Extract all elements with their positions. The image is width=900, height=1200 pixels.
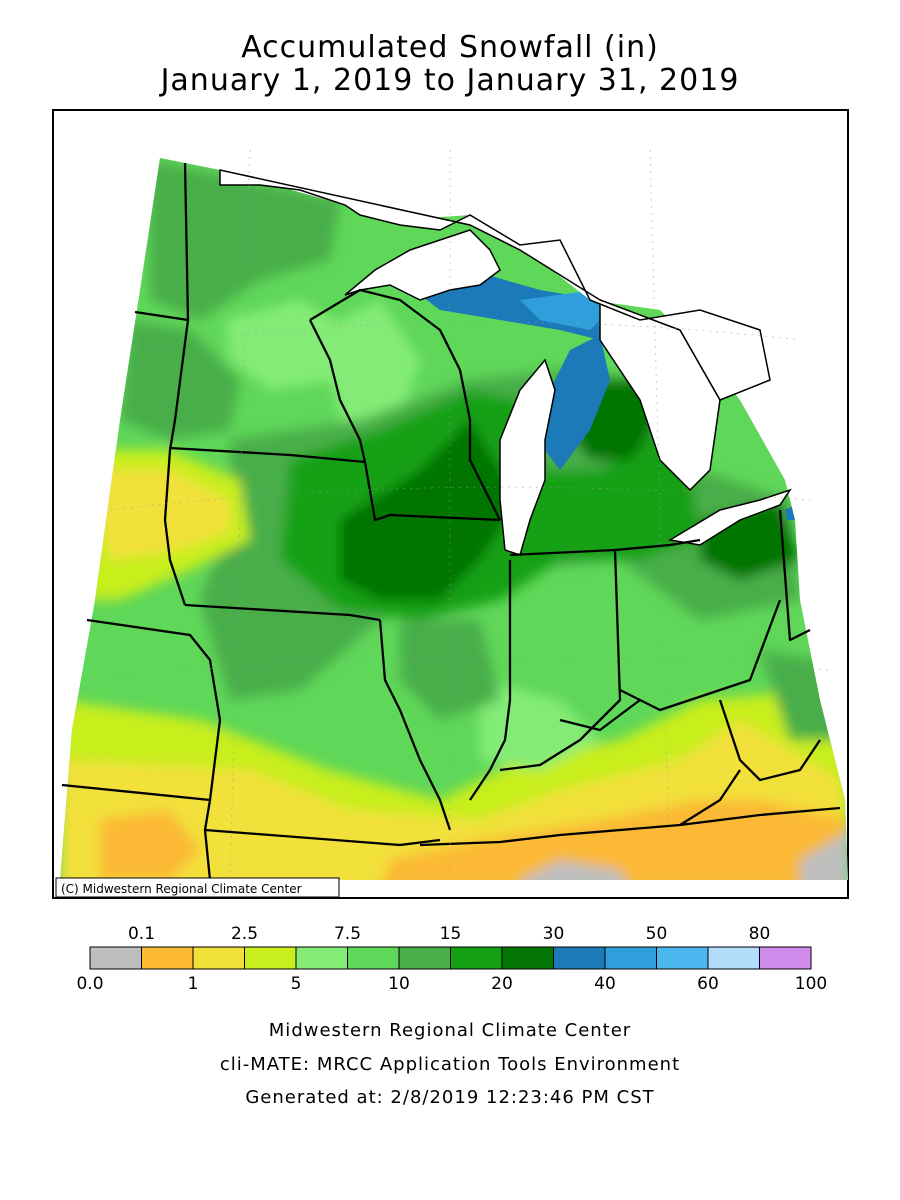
legend-label: 40 xyxy=(594,974,616,994)
legend-swatch xyxy=(604,946,657,970)
legend-swatch xyxy=(553,946,606,970)
lake-erie xyxy=(667,488,792,546)
copyright-box xyxy=(55,877,340,898)
legend-swatch xyxy=(89,946,142,970)
legend-label: 50 xyxy=(646,924,668,944)
lake-superior xyxy=(344,229,501,301)
legend-swatch xyxy=(656,946,709,970)
legend-label: 100 xyxy=(795,974,827,994)
canada-area xyxy=(219,169,771,401)
legend-label: 15 xyxy=(440,924,462,944)
footer-generated: Generated at: 2/8/2019 12:23:46 PM CST xyxy=(245,1087,655,1108)
graticule xyxy=(84,149,831,881)
legend-label: 0.1 xyxy=(128,924,155,944)
legend-swatch xyxy=(244,946,297,970)
legend-label: 7.5 xyxy=(334,924,361,944)
legend-swatch xyxy=(347,946,400,970)
state-boundaries xyxy=(61,162,841,881)
legend-swatch xyxy=(398,946,451,970)
legend-label: 30 xyxy=(543,924,565,944)
legend-label: 0.0 xyxy=(76,974,103,994)
copyright-text: (C) Midwestern Regional Climate Center xyxy=(61,882,302,896)
legend-label: 2.5 xyxy=(231,924,258,944)
map-date-range: January 1, 2019 to January 31, 2019 xyxy=(160,63,740,98)
lake-michigan xyxy=(499,358,556,556)
legend-label: 1 xyxy=(188,974,199,994)
legend-label: 60 xyxy=(697,974,719,994)
legend-swatch xyxy=(707,946,760,970)
footer-org: Midwestern Regional Climate Center xyxy=(268,1020,632,1041)
legend-swatch xyxy=(141,946,194,970)
legend-swatch xyxy=(501,946,554,970)
legend-label: 5 xyxy=(291,974,302,994)
footer-tool: cli-MATE: MRCC Application Tools Environ… xyxy=(219,1054,681,1075)
map-title: Accumulated Snowfall (in) xyxy=(241,30,659,65)
color-legend: 0.1 2.5 7.5 15 30 50 800.0 1 5 10 20 40 60 100 xyxy=(76,924,827,994)
legend-swatch xyxy=(759,946,812,970)
legend-swatch xyxy=(450,946,503,970)
legend-label: 80 xyxy=(749,924,771,944)
legend-swatch xyxy=(192,946,245,970)
legend-label: 10 xyxy=(388,974,410,994)
legend-swatch xyxy=(295,946,348,970)
legend-label: 20 xyxy=(491,974,513,994)
